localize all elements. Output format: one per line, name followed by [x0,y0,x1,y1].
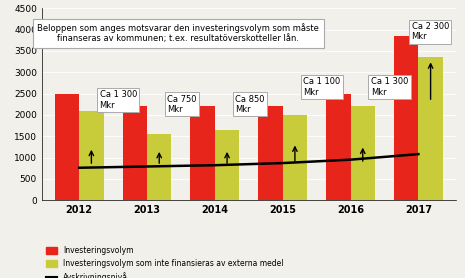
Bar [351,106,375,200]
Bar [79,111,104,200]
Text: Ca 2 300
Mkr: Ca 2 300 Mkr [412,22,449,41]
Bar [418,57,443,200]
Text: Ca 850
Mkr: Ca 850 Mkr [235,95,265,114]
Bar [215,130,239,200]
Legend: Investeringsvolym, Investeringsvolym som inte finansieras av externa medel, Avsk: Investeringsvolym, Investeringsvolym som… [46,246,284,278]
Text: Ca 1 100
Mkr: Ca 1 100 Mkr [303,78,340,97]
Text: Ca 1 300
Mkr: Ca 1 300 Mkr [371,78,408,97]
Bar [258,106,283,200]
Bar [147,134,172,200]
Bar [326,94,351,200]
Bar [191,106,215,200]
Text: Ca 750
Mkr: Ca 750 Mkr [167,95,197,114]
Bar [55,94,79,200]
Bar [394,36,418,200]
Bar [123,106,147,200]
Bar [283,115,307,200]
Text: Ca 1 300
Mkr: Ca 1 300 Mkr [100,90,137,110]
Text: Beloppen som anges motsvarar den investeringsvolym som måste
finanseras av kommu: Beloppen som anges motsvarar den investe… [38,23,319,43]
